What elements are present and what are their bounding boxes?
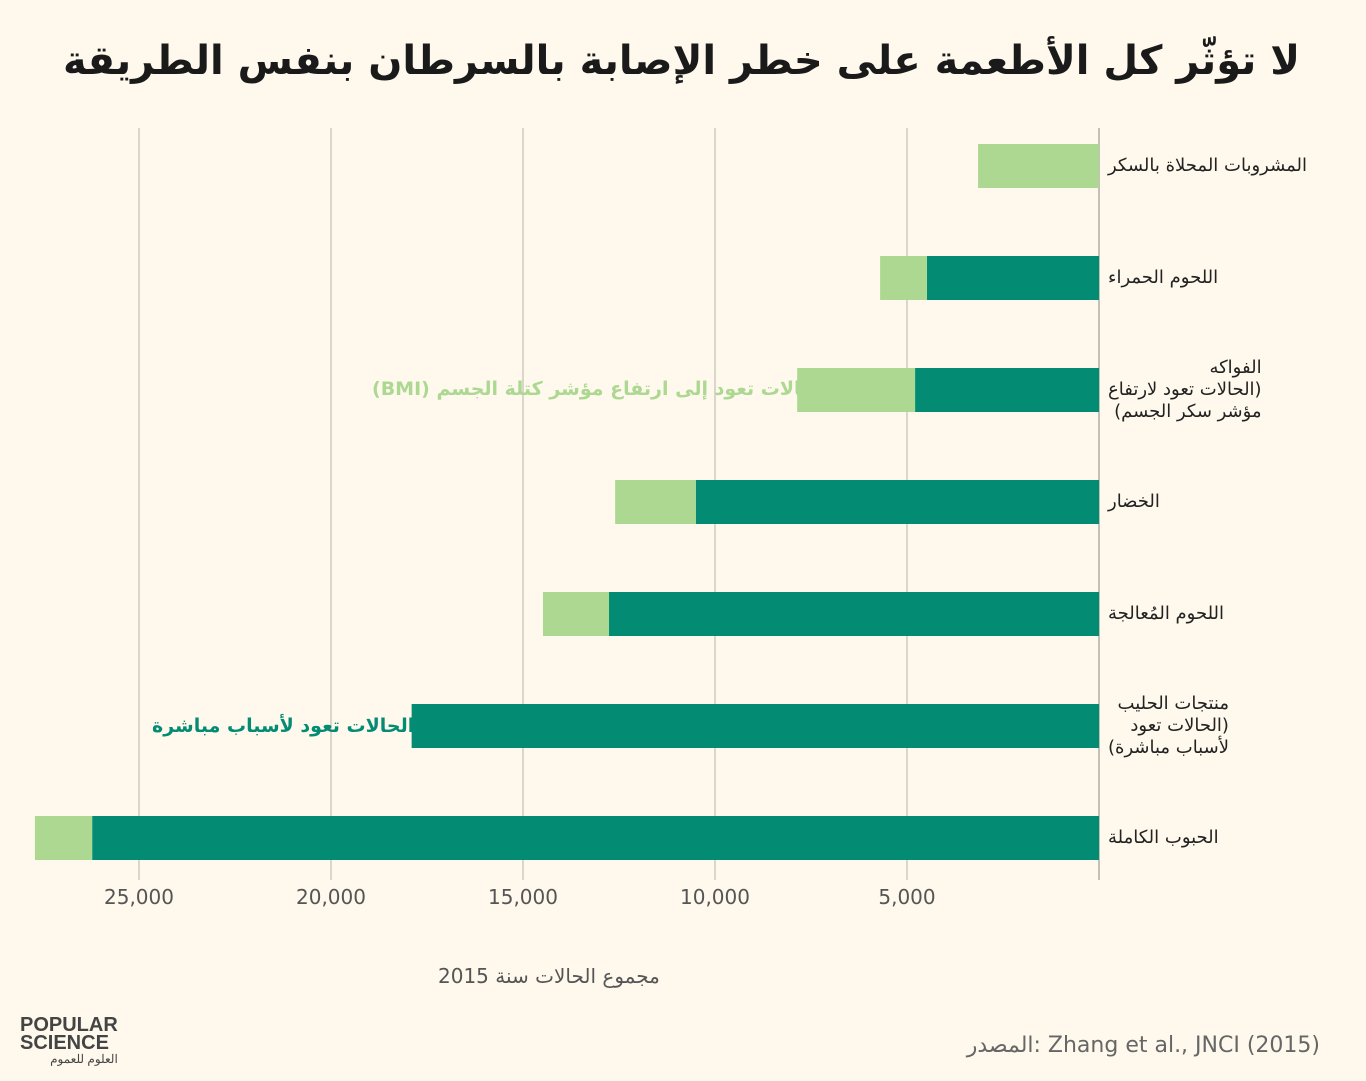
category-label-line: الحبوب الكاملة xyxy=(1108,827,1219,848)
bar-bmi xyxy=(615,480,696,524)
annotation-bmi: حالات تعود إلى ارتفاع مؤشر كتلة الجسم (B… xyxy=(372,378,815,400)
category-label-line: (الحالات تعود لارتفاع xyxy=(1108,379,1262,400)
bar-direct xyxy=(411,704,1099,748)
x-tick-label: 10,000 xyxy=(680,885,750,909)
category-label-line: (الحالات تعود xyxy=(1130,715,1229,736)
bar-direct xyxy=(915,368,1099,412)
logo-line2: SCIENCE xyxy=(20,1032,109,1054)
category-label-line: الخضار xyxy=(1108,491,1160,512)
x-tick-label: 5,000 xyxy=(878,885,935,909)
category-label: الحبوب الكاملة xyxy=(1108,827,1219,849)
bar-direct xyxy=(609,592,1099,636)
x-tick-label: 15,000 xyxy=(488,885,558,909)
category-label: اللحوم المُعالجة xyxy=(1108,603,1224,625)
bar-bmi xyxy=(797,368,916,412)
bar-direct xyxy=(695,480,1099,524)
x-tick-label: 25,000 xyxy=(104,885,174,909)
category-label-line: مؤشر سكر الجسم) xyxy=(1114,401,1262,422)
logo-arabic: العلوم للعموم xyxy=(50,1052,118,1066)
category-label: المشروبات المحلاة بالسكر xyxy=(1108,155,1307,177)
bar-bmi xyxy=(34,816,93,860)
category-label-line: اللحوم المُعالجة xyxy=(1108,603,1225,624)
bar-direct xyxy=(92,816,1100,860)
category-label: منتجات الحليب (الحالات تعود لأسباب مباشرة) xyxy=(1108,693,1229,759)
x-axis-label: مجموع الحالات سنة 2015 xyxy=(438,964,660,988)
logo-line1: POPULAR xyxy=(20,1014,118,1036)
category-label-line: الفواكه xyxy=(1209,357,1262,378)
source-credit: المصدر: Zhang et al., JNCI (2015) xyxy=(966,1033,1320,1058)
bar-bmi xyxy=(978,144,1099,188)
category-label-line: لأسباب مباشرة) xyxy=(1108,737,1229,758)
bar-bmi xyxy=(880,256,927,300)
category-label: الفواكه (الحالات تعود لارتفاع مؤشر سكر الج… xyxy=(1108,357,1262,423)
x-tick-label: 20,000 xyxy=(296,885,366,909)
category-label-line: منتجات الحليب xyxy=(1117,693,1229,714)
bar-direct xyxy=(926,256,1099,300)
popular-science-logo: POPULAR SCIENCE العلوم للعموم xyxy=(20,1014,118,1066)
annotation-direct: الحالات تعود لأسباب مباشرة xyxy=(152,715,415,737)
bar-bmi xyxy=(542,592,610,636)
category-label-line: اللحوم الحمراء xyxy=(1108,267,1219,288)
category-label: اللحوم الحمراء xyxy=(1108,267,1218,289)
chart-title: لا تؤثّر كل الأطعمة على خطر الإصابة بالس… xyxy=(63,38,1300,84)
category-label-line: المشروبات المحلاة بالسكر xyxy=(1108,155,1308,176)
category-label: الخضار xyxy=(1108,491,1160,513)
